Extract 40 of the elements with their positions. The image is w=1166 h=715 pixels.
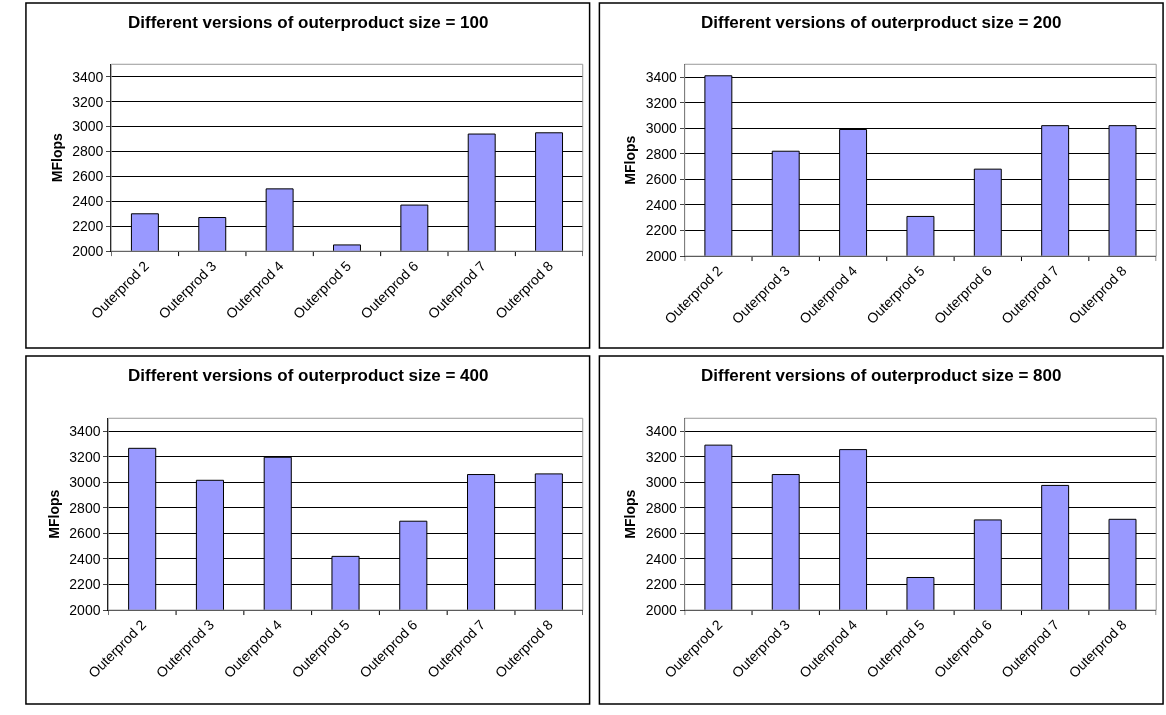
- y-tick-label: 2000: [69, 602, 101, 618]
- y-tick-label: 2600: [645, 171, 678, 188]
- y-tick-label: 2000: [72, 243, 104, 260]
- y-tick-label: 3200: [69, 448, 101, 465]
- y-tick-label: 2200: [645, 222, 678, 239]
- y-tick-label: 2200: [69, 576, 101, 593]
- y-tick-label: 3000: [69, 474, 101, 491]
- y-tick-label: 2600: [69, 525, 101, 542]
- y-tick-label: 2800: [69, 499, 101, 516]
- y-tick-label: 3400: [645, 68, 678, 85]
- y-tick-label: 3200: [645, 94, 678, 111]
- y-tick-label: 3200: [72, 93, 104, 110]
- y-tick-label: 2400: [72, 193, 104, 210]
- y-tick-label: 2200: [645, 576, 678, 593]
- chart-title: Different versions of outerproduct size = 100: [128, 13, 489, 32]
- y-tick-label: 3000: [645, 474, 678, 491]
- chart-title: Different versions of outerproduct size = 400: [128, 366, 489, 385]
- y-tick-label: 2600: [645, 525, 678, 542]
- chart-title: Different versions of outerproduct size = 200: [701, 13, 1062, 32]
- y-tick-label: 2800: [72, 143, 104, 160]
- y-tick-label: 2400: [645, 196, 678, 213]
- y-tick-label: 3400: [645, 422, 678, 439]
- y-tick-label: 2400: [645, 550, 678, 567]
- y-axis-title: MFlops: [622, 489, 639, 539]
- y-tick-label: 2800: [645, 145, 678, 162]
- y-tick-label: 2400: [69, 550, 101, 567]
- y-tick-label: 3400: [72, 68, 104, 85]
- y-axis-title: MFlops: [622, 135, 639, 185]
- y-tick-label: 2000: [645, 248, 678, 264]
- y-tick-label: 2000: [645, 602, 678, 618]
- y-tick-label: 3000: [72, 118, 104, 135]
- y-axis-title: MFlops: [45, 489, 62, 539]
- y-tick-label: 2600: [72, 168, 104, 185]
- y-tick-label: 2200: [72, 218, 104, 235]
- y-tick-label: 2800: [645, 499, 678, 516]
- y-tick-label: 3200: [645, 448, 678, 465]
- y-axis-title: MFlops: [48, 133, 65, 183]
- chart-title: Different versions of outerproduct size = 800: [701, 366, 1062, 385]
- y-tick-label: 3400: [69, 422, 101, 439]
- y-tick-label: 3000: [645, 120, 678, 137]
